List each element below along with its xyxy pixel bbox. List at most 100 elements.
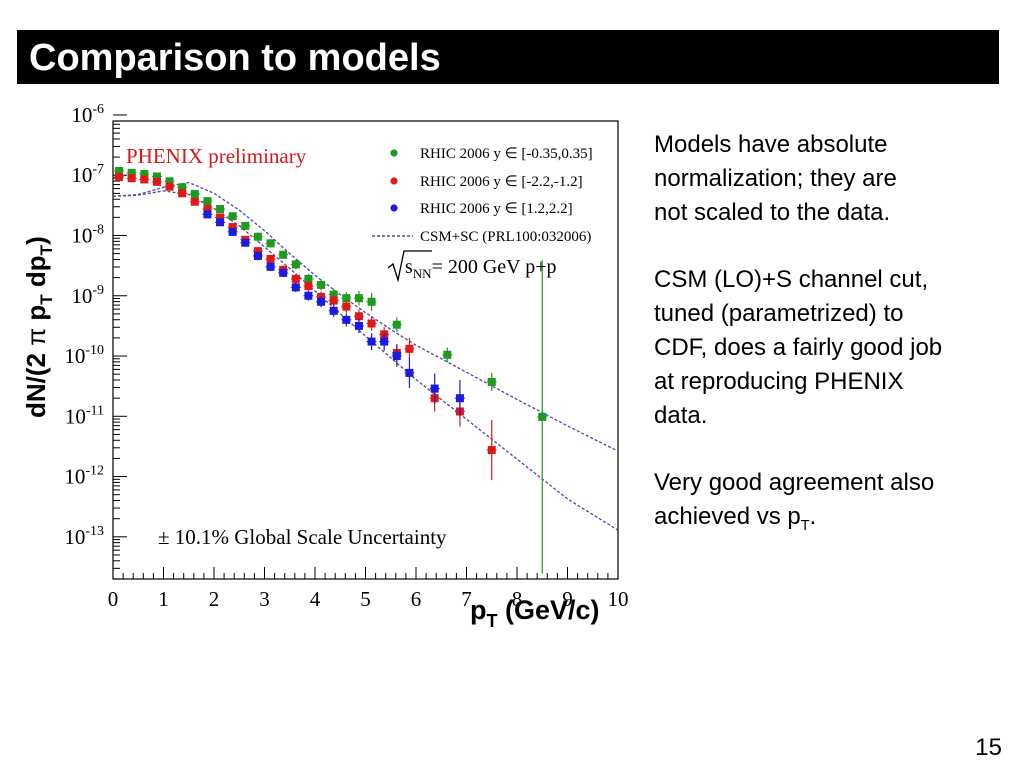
x-tick-label: 9 [562,587,573,611]
bullet-1-line-2: normalization; they are [654,165,897,192]
svg-text:RHIC 2006 y ∈ [-0.35,0.35]: RHIC 2006 y ∈ [-0.35,0.35] [420,146,593,162]
data-point [291,274,300,283]
data-point [241,238,250,247]
data-point [216,218,225,227]
data-point [152,172,161,181]
bullet-2-line-2: tuned (parametrized) to [654,300,904,327]
y-axis-label: dN/(2 π pT dpT) [21,236,56,418]
data-point [140,170,149,179]
legend-set-symbol: ∈ [505,174,518,190]
legend-marker-blue [390,204,398,212]
data-point [279,250,288,259]
data-point [367,337,376,346]
data-point [115,173,124,182]
y-axis-label-pi: π [21,328,51,346]
data-point [317,297,326,306]
data-point [291,260,300,269]
data-point [304,282,313,291]
data-point [342,294,351,303]
y-axis-label-sub2: T [37,244,56,255]
legend-label-model: CSM+SC (PRL100:032006) [420,229,591,245]
data-point [342,302,351,311]
x-tick-label: 3 [259,587,270,611]
y-tick-label: 10-12 [64,464,104,489]
data-point [354,294,363,303]
bullet-1-line-1: Models have absolute [654,131,888,158]
bullet-2-line-1: CSM (LO)+S channel cut, [654,266,929,293]
experiment-label: PHENIX preliminary [126,144,307,168]
x-axis-label-main: p [470,595,487,625]
y-tick-label: 10-6 [71,102,104,127]
x-tick-label: 2 [209,587,220,611]
x-tick-label: 1 [158,587,169,611]
data-point [455,394,464,403]
data-point [203,210,212,219]
axis-ticks: 0 1 2 3 4 5 6 7 8 9 10 10-6 10-7 10-8 10-9 10-10 10-11 10… [64,102,628,611]
y-axis-label-d: ) [21,236,51,245]
data-point [430,384,439,393]
legend-label-red: RHIC 2006 y [420,174,505,190]
y-tick-label: 10-13 [64,524,104,549]
data-point [203,197,212,206]
svg-text:RHIC 2006 y ∈ [1.2,2.2]: RHIC 2006 y ∈ [1.2,2.2] [420,201,573,217]
energy-sub: NN [413,266,432,281]
x-axis-label: pT (GeV/c) [470,595,600,631]
data-point [165,177,174,186]
series-3 [202,210,465,417]
global-uncertainty-label: ± 10.1% Global Scale Uncertainty [158,525,447,549]
data-point [329,306,338,315]
data-point [178,189,187,198]
y-tick-label: 10-7 [71,162,104,187]
y-tick-label: 10-10 [64,343,104,368]
bullet-2-line-3: CDF, does a fairly good job [654,334,943,361]
x-tick-label: 5 [360,587,371,611]
data-point [203,204,212,213]
data-point [216,204,225,213]
data-point [354,321,363,330]
y-axis-label-b: p [21,305,51,328]
legend-range-blue: [1.2,2.2] [518,201,573,217]
data-point [228,223,237,232]
y-axis-label-a: dN/(2 [21,346,51,418]
data-point [178,183,187,192]
bullet-1-line-3: not scaled to the data. [654,199,891,226]
data-point [266,239,275,248]
x-tick-label: 8 [512,587,523,611]
energy-symbol: s [405,256,413,278]
data-point [127,168,136,177]
data-point [266,262,275,271]
data-point [317,280,326,289]
bullet-2: CSM (LO)+S channel cut, tuned (parametri… [654,263,942,433]
bullet-3-line-2-sub: T [800,517,810,534]
data-point [253,251,262,260]
data-point [367,297,376,306]
data-point [487,446,496,455]
series-2 [114,173,497,481]
x-axis-label-units: (GeV/c) [498,595,600,625]
x-tick-label: 10 [608,587,629,611]
data-point [279,268,288,277]
legend-range-red: [-2.2,-1.2] [518,174,583,190]
y-tick-label: 10-11 [65,403,104,428]
x-tick-label: 4 [310,587,321,611]
title-bar: Comparison to models [17,30,999,84]
data-point [266,255,275,264]
legend-label-green: RHIC 2006 y [420,146,505,162]
bullet-3-line-2-text: achieved vs p [654,503,801,530]
bullet-3: Very good agreement also achieved vs pT. [654,466,934,543]
x-tick-label: 0 [108,587,119,611]
bullet-1: Models have absolute normalization; they… [654,128,897,230]
data-point [152,177,161,186]
data-point [253,232,262,241]
sqrt-sign [387,250,432,283]
data-point [342,315,351,324]
data-point [291,283,300,292]
bullet-3-line-2: achieved vs pT. [654,500,934,543]
svg-text:RHIC 2006 y ∈ [-2.2,-1.2]: RHIC 2006 y ∈ [-2.2,-1.2] [420,174,583,190]
data-point [304,274,313,283]
series-1 [114,167,548,574]
x-tick-label: 6 [411,587,422,611]
data-point [140,175,149,184]
data-point [405,368,414,377]
bullet-3-line-2-suffix: . [809,503,817,530]
